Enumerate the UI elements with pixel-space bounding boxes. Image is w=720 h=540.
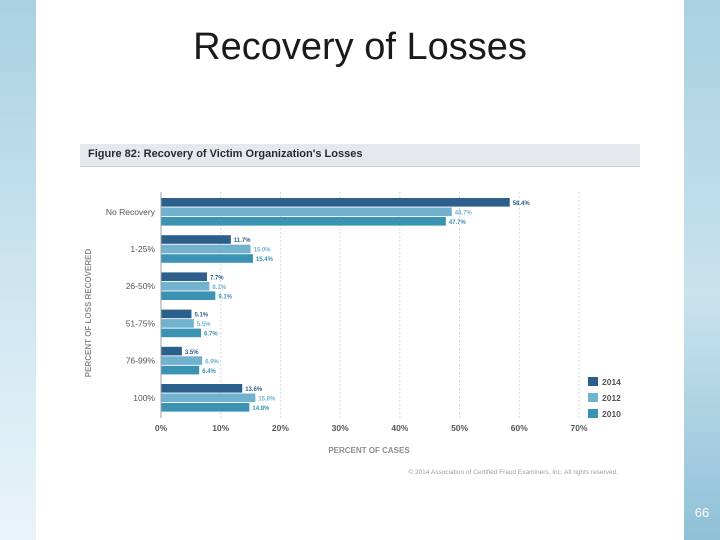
x-tick-label: 0% [155,423,168,433]
data-label: 5.1% [194,313,208,319]
data-label: 13.6% [245,387,263,393]
data-label: 6.4% [202,369,216,375]
legend-label-2010: 2010 [602,409,621,419]
bar-2010-6 [161,403,250,412]
x-tick-label: 20% [272,423,289,433]
bar-2012-2 [161,244,251,254]
data-label: 5.5% [197,322,211,328]
bar-2014-1 [161,198,510,207]
y-axis-title: PERCENT OF LOSS RECOVERED [84,249,93,378]
bar-2012-3 [161,281,210,291]
category-label: 100% [133,393,155,403]
x-tick-label: 50% [451,423,468,433]
data-label: 3.5% [185,350,199,356]
category-label: 51-75% [126,318,156,328]
category-label: 1-25% [130,244,155,254]
bar-2014-2 [161,235,231,244]
bar-2010-1 [161,217,446,226]
data-label: 6.7% [204,332,218,338]
bar-2012-5 [161,356,203,365]
data-label: 47.7% [449,220,467,226]
bar-2012-1 [161,207,452,217]
data-label: 14.8% [252,406,270,412]
category-label: 26-50% [126,281,156,291]
data-label: 6.9% [205,359,219,365]
data-label: 9.1% [218,294,232,300]
legend-label-2012: 2012 [602,393,621,403]
data-label: 58.4% [513,201,531,207]
legend-label-2014: 2014 [602,377,621,387]
figure-header: Figure 82: Recovery of Victim Organizati… [80,144,640,167]
legend-swatch-2010 [588,409,598,418]
figure-title: Figure 82: Recovery of Victim Organizati… [88,148,363,160]
bar-2014-5 [161,346,182,356]
bar-2010-5 [161,365,200,375]
label-layer: 58.4% 48.7% 47.7% 11.7%15.0% 15.4% 7.7% 8.1% 9.… [185,201,531,412]
legend-swatch-2014 [588,377,598,386]
x-tick-label: 30% [332,423,349,433]
page-number: 66 [694,505,710,520]
left-decorative-bar [0,0,36,540]
bar-2010-4 [161,328,202,338]
bar-layer [161,198,510,412]
data-label: 48.7% [455,211,473,217]
x-tick-label: 40% [391,423,408,433]
bar-2010-2 [161,254,253,263]
legend: 2014 2012 2010 [588,377,621,419]
copyright-notice: © 2014 Association of Certified Fraud Ex… [408,468,618,476]
x-tick-label: 70% [570,423,587,433]
axis-layer: 0% 10% 20% 30% 40% 50% 60% 70% No Recovery 1-25% 2… [84,192,618,476]
legend-swatch-2012 [588,393,598,402]
data-label: 15.8% [258,397,276,403]
data-label: 8.1% [212,285,226,291]
slide-title: Recovery of Losses [193,26,527,68]
x-tick-label: 10% [212,423,229,433]
right-decorative-bar [684,0,720,540]
bar-2012-4 [161,319,194,328]
data-label: 11.7% [234,238,251,244]
bar-2010-3 [161,291,216,300]
data-label: 15.0% [254,248,272,254]
bar-2012-6 [161,393,256,403]
bar-2014-4 [161,309,192,319]
bar-2014-3 [161,272,207,281]
x-axis-title: PERCENT OF CASES [328,446,410,455]
bar-2014-6 [161,384,243,393]
category-label: 76-99% [126,356,156,366]
category-label: No Recovery [106,207,156,217]
data-label: 7.7% [210,275,224,281]
data-label: 15.4% [256,257,274,263]
x-tick-label: 60% [511,423,528,433]
